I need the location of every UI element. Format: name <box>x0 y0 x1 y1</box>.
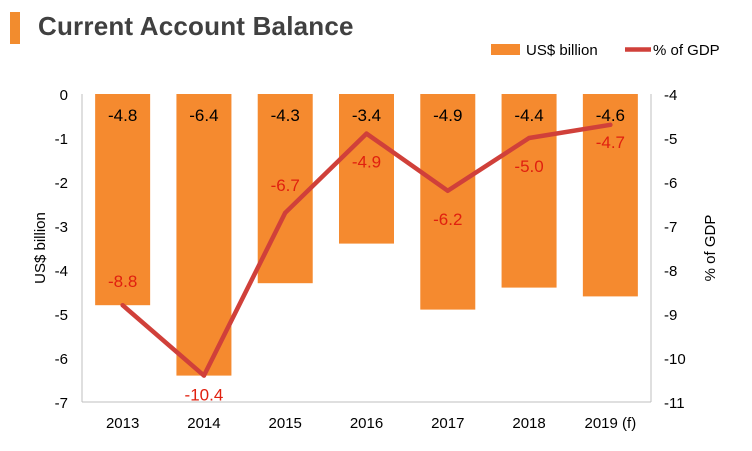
y-right-tick-label: -7 <box>664 219 677 236</box>
legend-swatch-bar <box>491 44 520 55</box>
x-tick-label: 2018 <box>512 415 545 432</box>
chart-title: Current Account Balance <box>38 11 354 41</box>
bar <box>339 94 394 244</box>
bar-data-label: -4.4 <box>514 106 543 125</box>
bar <box>95 94 151 306</box>
line-data-label: -4.9 <box>352 153 381 172</box>
y-left-tick-label: -4 <box>55 263 68 280</box>
x-tick-label: 2016 <box>350 415 383 432</box>
line-data-label: -6.2 <box>433 210 462 229</box>
y-right-tick-label: -8 <box>664 263 677 280</box>
y-right-axis-title: % of GDP <box>702 215 719 282</box>
bar <box>176 94 232 376</box>
y-left-tick-label: -7 <box>55 395 68 412</box>
bar <box>420 94 476 310</box>
bar-data-label: -4.9 <box>433 106 462 125</box>
bar <box>501 94 557 288</box>
gdp-point <box>445 188 450 193</box>
gdp-point <box>120 303 125 308</box>
bar-data-label: -4.6 <box>596 106 625 125</box>
bar-data-label: -4.3 <box>271 106 300 125</box>
line-data-label: -6.7 <box>271 176 300 195</box>
y-right-tick-label: -6 <box>664 175 677 192</box>
gdp-point <box>283 210 288 215</box>
y-right-tick-label: -9 <box>664 307 677 324</box>
x-tick-label: 2019 (f) <box>585 415 637 432</box>
y-left-tick-label: -3 <box>55 219 68 236</box>
y-left-tick-label: -6 <box>55 351 68 368</box>
line-data-label: -4.7 <box>596 133 625 152</box>
x-tick-label: 2015 <box>269 415 302 432</box>
line-data-label: -5.0 <box>514 157 543 176</box>
line-data-label: -8.8 <box>108 272 137 291</box>
y-left-axis-title: US$ billion <box>32 212 49 284</box>
gdp-point <box>364 131 369 136</box>
y-left-tick-label: -1 <box>55 131 68 148</box>
gdp-point <box>527 136 532 140</box>
y-right-tick-label: -11 <box>664 395 685 412</box>
x-tick-label: 2013 <box>106 415 139 432</box>
gdp-point <box>608 122 613 127</box>
bar-data-label: -3.4 <box>352 106 381 125</box>
gdp-point <box>201 373 206 378</box>
legend-label-line: % of GDP <box>653 42 720 59</box>
y-left-tick-label: 0 <box>60 87 68 104</box>
title-accent-bar <box>10 12 20 44</box>
line-data-label: -10.4 <box>185 386 224 405</box>
bar-data-label: -4.8 <box>108 106 137 125</box>
y-right-tick-label: -5 <box>664 131 677 148</box>
y-left-tick-label: -2 <box>55 175 68 192</box>
y-right-tick-label: -4 <box>664 87 677 104</box>
x-tick-label: 2014 <box>187 415 220 432</box>
bar-data-label: -6.4 <box>189 106 218 125</box>
x-tick-label: 2017 <box>431 415 464 432</box>
y-right-tick-label: -10 <box>664 351 686 368</box>
legend-label-bar: US$ billion <box>526 42 598 59</box>
y-left-tick-label: -5 <box>55 307 68 324</box>
